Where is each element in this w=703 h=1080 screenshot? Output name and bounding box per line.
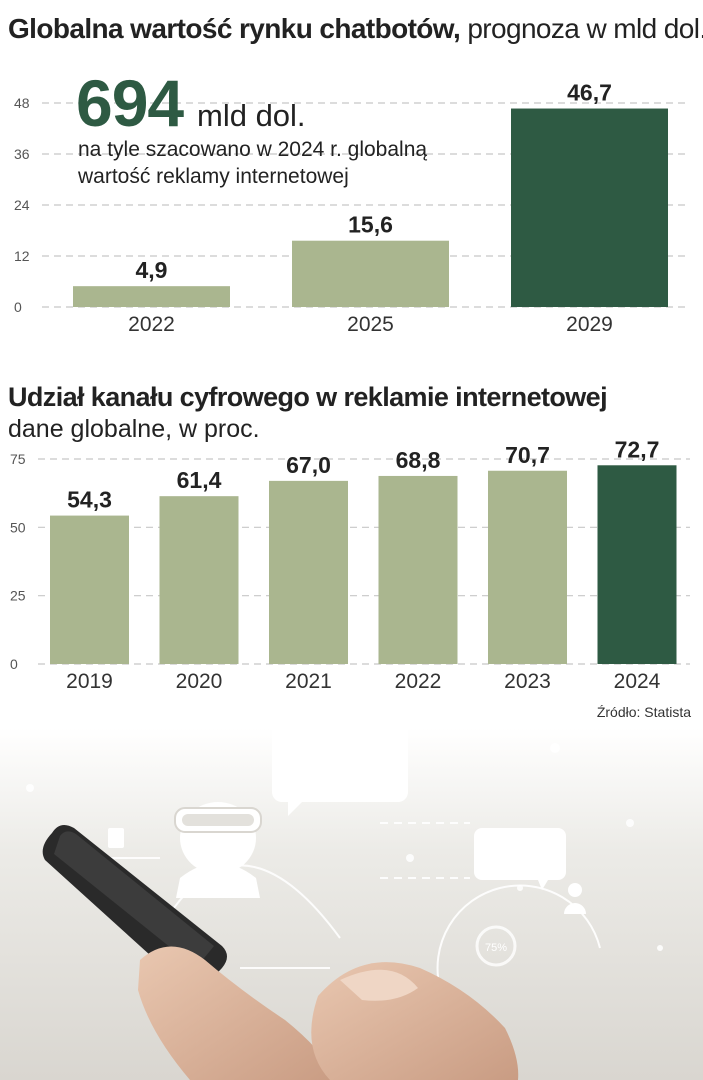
x-category-label: 2023 bbox=[504, 670, 551, 693]
chart2-title: Udział kanału cyfrowego w reklamie inter… bbox=[8, 382, 608, 412]
x-category-label: 2020 bbox=[176, 670, 223, 693]
bar-value-label: 67,0 bbox=[286, 452, 331, 478]
chart2-digital-share: 0 25 50 75 54,3 2019 61,4 2020 67,0 2021 68,8 2022 7… bbox=[10, 436, 690, 693]
x-category-label: 2029 bbox=[566, 313, 613, 336]
callout-unit: mld dol. bbox=[197, 98, 306, 133]
bar-value-label: 72,7 bbox=[615, 436, 660, 462]
y-tick-label: 0 bbox=[14, 299, 22, 315]
chat-bubble-large-icon bbox=[272, 728, 408, 816]
robot-head-icon bbox=[174, 802, 262, 898]
y-tick-label: 24 bbox=[14, 197, 30, 213]
x-category-label: 2021 bbox=[285, 670, 332, 693]
chart1-title-bold: Globalna wartość rynku chatbotów, bbox=[8, 13, 461, 44]
bar bbox=[159, 496, 239, 664]
chart1-market-value: 0 12 24 36 48 4,9 2022 15,6 2025 46,7 2029 bbox=[14, 80, 690, 336]
y-tick-label: 12 bbox=[14, 248, 30, 264]
progress-ring-icon: 75% bbox=[475, 925, 517, 967]
chart2-subtitle: dane globalne, w proc. bbox=[8, 415, 260, 443]
bar bbox=[597, 465, 677, 664]
bar-value-label: 15,6 bbox=[348, 212, 393, 238]
x-category-label: 2022 bbox=[128, 313, 175, 336]
bar bbox=[269, 480, 348, 664]
bar-value-label: 70,7 bbox=[505, 442, 550, 468]
y-tick-label: 36 bbox=[14, 146, 30, 162]
y-tick-label: 75 bbox=[10, 451, 26, 467]
bar bbox=[73, 286, 230, 307]
x-category-label: 2025 bbox=[347, 313, 394, 336]
chatbot-phone-illustration: 75% bbox=[0, 728, 703, 1080]
source-note: Źródło: Statista bbox=[596, 704, 691, 720]
bar-value-label: 68,8 bbox=[396, 447, 441, 473]
chart1-title-rest: prognoza w mld dol. bbox=[460, 13, 703, 44]
x-category-label: 2022 bbox=[395, 670, 442, 693]
x-category-label: 2019 bbox=[66, 670, 113, 693]
bar bbox=[50, 515, 129, 664]
bar bbox=[378, 475, 458, 664]
y-tick-label: 48 bbox=[14, 95, 30, 111]
bar-value-label: 46,7 bbox=[567, 80, 612, 106]
callout-value: 694 bbox=[76, 66, 184, 140]
progress-ring-label: 75% bbox=[485, 942, 507, 954]
bar bbox=[488, 470, 567, 664]
chat-bubble-small-icon bbox=[474, 828, 566, 890]
callout-text: na tyle szacowano w 2024 r. globalną war… bbox=[78, 138, 428, 188]
document-icon bbox=[108, 828, 124, 848]
hand-left bbox=[138, 946, 340, 1080]
bar-value-label: 61,4 bbox=[177, 467, 222, 493]
y-tick-label: 50 bbox=[10, 519, 26, 535]
user-icon bbox=[564, 883, 586, 914]
bar bbox=[292, 240, 449, 307]
y-tick-label: 0 bbox=[10, 656, 18, 672]
bar-value-label: 4,9 bbox=[136, 257, 168, 283]
bar-value-label: 54,3 bbox=[67, 487, 112, 513]
x-category-label: 2024 bbox=[614, 670, 661, 693]
chart1-title: Globalna wartość rynku chatbotów, progno… bbox=[8, 12, 703, 46]
y-tick-label: 25 bbox=[10, 588, 26, 604]
bar bbox=[511, 108, 668, 308]
